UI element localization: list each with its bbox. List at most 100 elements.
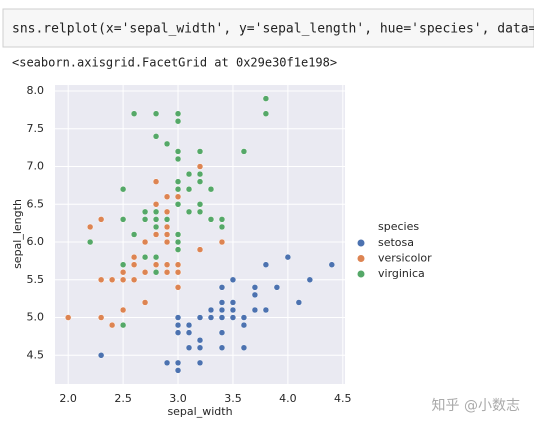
point xyxy=(196,314,204,321)
y-tick-label: 7.5 xyxy=(27,122,45,135)
point xyxy=(185,329,193,336)
point xyxy=(163,223,171,231)
legend-label: virginica xyxy=(378,267,425,280)
point xyxy=(174,246,182,253)
point xyxy=(119,269,127,276)
point xyxy=(174,178,182,185)
point xyxy=(152,216,160,223)
point xyxy=(229,314,237,321)
legend-marker xyxy=(357,239,365,247)
legend-label: setosa xyxy=(378,236,414,249)
y-tick-label: 6.5 xyxy=(27,197,45,210)
point xyxy=(130,276,138,284)
point xyxy=(262,261,270,268)
point xyxy=(196,359,204,367)
point xyxy=(97,216,105,223)
point xyxy=(262,95,270,102)
point xyxy=(174,321,182,329)
point xyxy=(119,261,127,268)
watermark: 知乎 @小数志 xyxy=(432,397,520,414)
point xyxy=(196,344,204,352)
point xyxy=(141,299,149,306)
point xyxy=(163,359,171,367)
point xyxy=(218,216,226,223)
x-tick-label: 2.0 xyxy=(59,392,77,405)
legend-title: species xyxy=(378,220,419,233)
point xyxy=(174,148,182,155)
output: <seaborn.axisgrid.FacetGrid at 0x29e30f1… xyxy=(12,56,337,70)
point xyxy=(152,208,160,216)
point xyxy=(119,216,127,223)
point xyxy=(218,238,226,246)
point xyxy=(152,269,160,276)
y-tick-label: 5.0 xyxy=(27,311,45,324)
y-tick-label: 5.5 xyxy=(27,273,45,286)
point xyxy=(328,261,336,268)
point xyxy=(141,208,149,216)
point xyxy=(185,208,193,216)
y-tick-label: 7.0 xyxy=(27,160,45,173)
point xyxy=(174,261,182,268)
point xyxy=(207,216,215,223)
point xyxy=(130,231,138,238)
point xyxy=(306,276,314,284)
legend-marker xyxy=(357,255,365,262)
point xyxy=(152,133,160,140)
point xyxy=(174,193,182,200)
point xyxy=(196,208,204,216)
point xyxy=(229,299,237,306)
legend-marker xyxy=(357,270,365,278)
point xyxy=(152,110,160,117)
point xyxy=(185,170,193,178)
point xyxy=(163,193,171,200)
point xyxy=(207,306,215,314)
point xyxy=(86,238,94,246)
point xyxy=(130,110,138,117)
point xyxy=(130,253,138,261)
point xyxy=(130,261,138,268)
point xyxy=(207,314,215,321)
y-axis-label: sepal_length xyxy=(11,199,24,269)
point xyxy=(218,329,226,336)
point xyxy=(174,231,182,238)
code-cell xyxy=(2,8,534,48)
point xyxy=(174,185,182,193)
point xyxy=(152,253,160,261)
x-tick-label: 3.5 xyxy=(224,392,242,405)
point xyxy=(174,238,182,246)
point xyxy=(119,276,127,284)
point xyxy=(229,306,237,314)
point xyxy=(152,231,160,238)
point xyxy=(163,269,171,276)
point xyxy=(185,344,193,352)
point xyxy=(196,178,204,185)
point xyxy=(97,352,105,359)
y-tick-label: 8.0 xyxy=(27,84,45,97)
point xyxy=(196,163,204,170)
point xyxy=(262,110,270,117)
point xyxy=(174,284,182,291)
point xyxy=(240,344,248,352)
point xyxy=(196,336,204,344)
point xyxy=(174,117,182,125)
point xyxy=(218,314,226,321)
x-tick-label: 4.5 xyxy=(334,392,352,405)
point xyxy=(174,329,182,336)
point xyxy=(119,185,127,193)
x-axis-label: sepal_width xyxy=(167,405,232,418)
point xyxy=(240,314,248,321)
point xyxy=(152,201,160,208)
point xyxy=(152,261,160,268)
x-tick-label: 4.0 xyxy=(279,392,297,405)
point xyxy=(295,299,303,306)
code: sns.relplot(x='sepal_width', y='sepal_le… xyxy=(12,22,534,37)
point xyxy=(141,253,149,261)
point xyxy=(196,170,204,178)
point xyxy=(141,269,149,276)
y-tick-label: 6.0 xyxy=(27,235,45,248)
x-tick-label: 2.5 xyxy=(114,392,132,405)
point xyxy=(218,223,226,231)
point xyxy=(185,185,193,193)
